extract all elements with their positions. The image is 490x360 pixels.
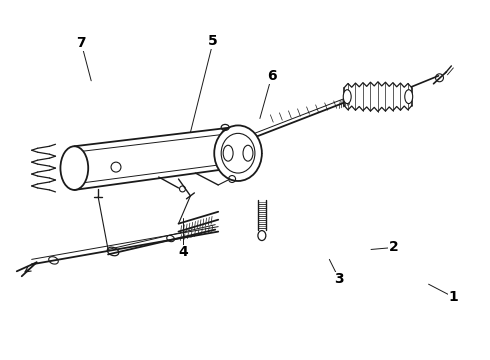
Text: 6: 6 bbox=[267, 69, 276, 83]
Ellipse shape bbox=[243, 145, 253, 161]
Text: 4: 4 bbox=[178, 246, 188, 260]
Ellipse shape bbox=[258, 231, 266, 240]
Text: 3: 3 bbox=[335, 272, 344, 286]
Text: 2: 2 bbox=[389, 240, 399, 255]
Ellipse shape bbox=[343, 90, 351, 104]
Text: 1: 1 bbox=[448, 290, 458, 304]
Ellipse shape bbox=[223, 145, 233, 161]
Ellipse shape bbox=[405, 90, 413, 104]
Text: 5: 5 bbox=[208, 34, 218, 48]
Text: 7: 7 bbox=[76, 36, 86, 50]
Ellipse shape bbox=[60, 146, 88, 190]
Ellipse shape bbox=[214, 125, 262, 181]
